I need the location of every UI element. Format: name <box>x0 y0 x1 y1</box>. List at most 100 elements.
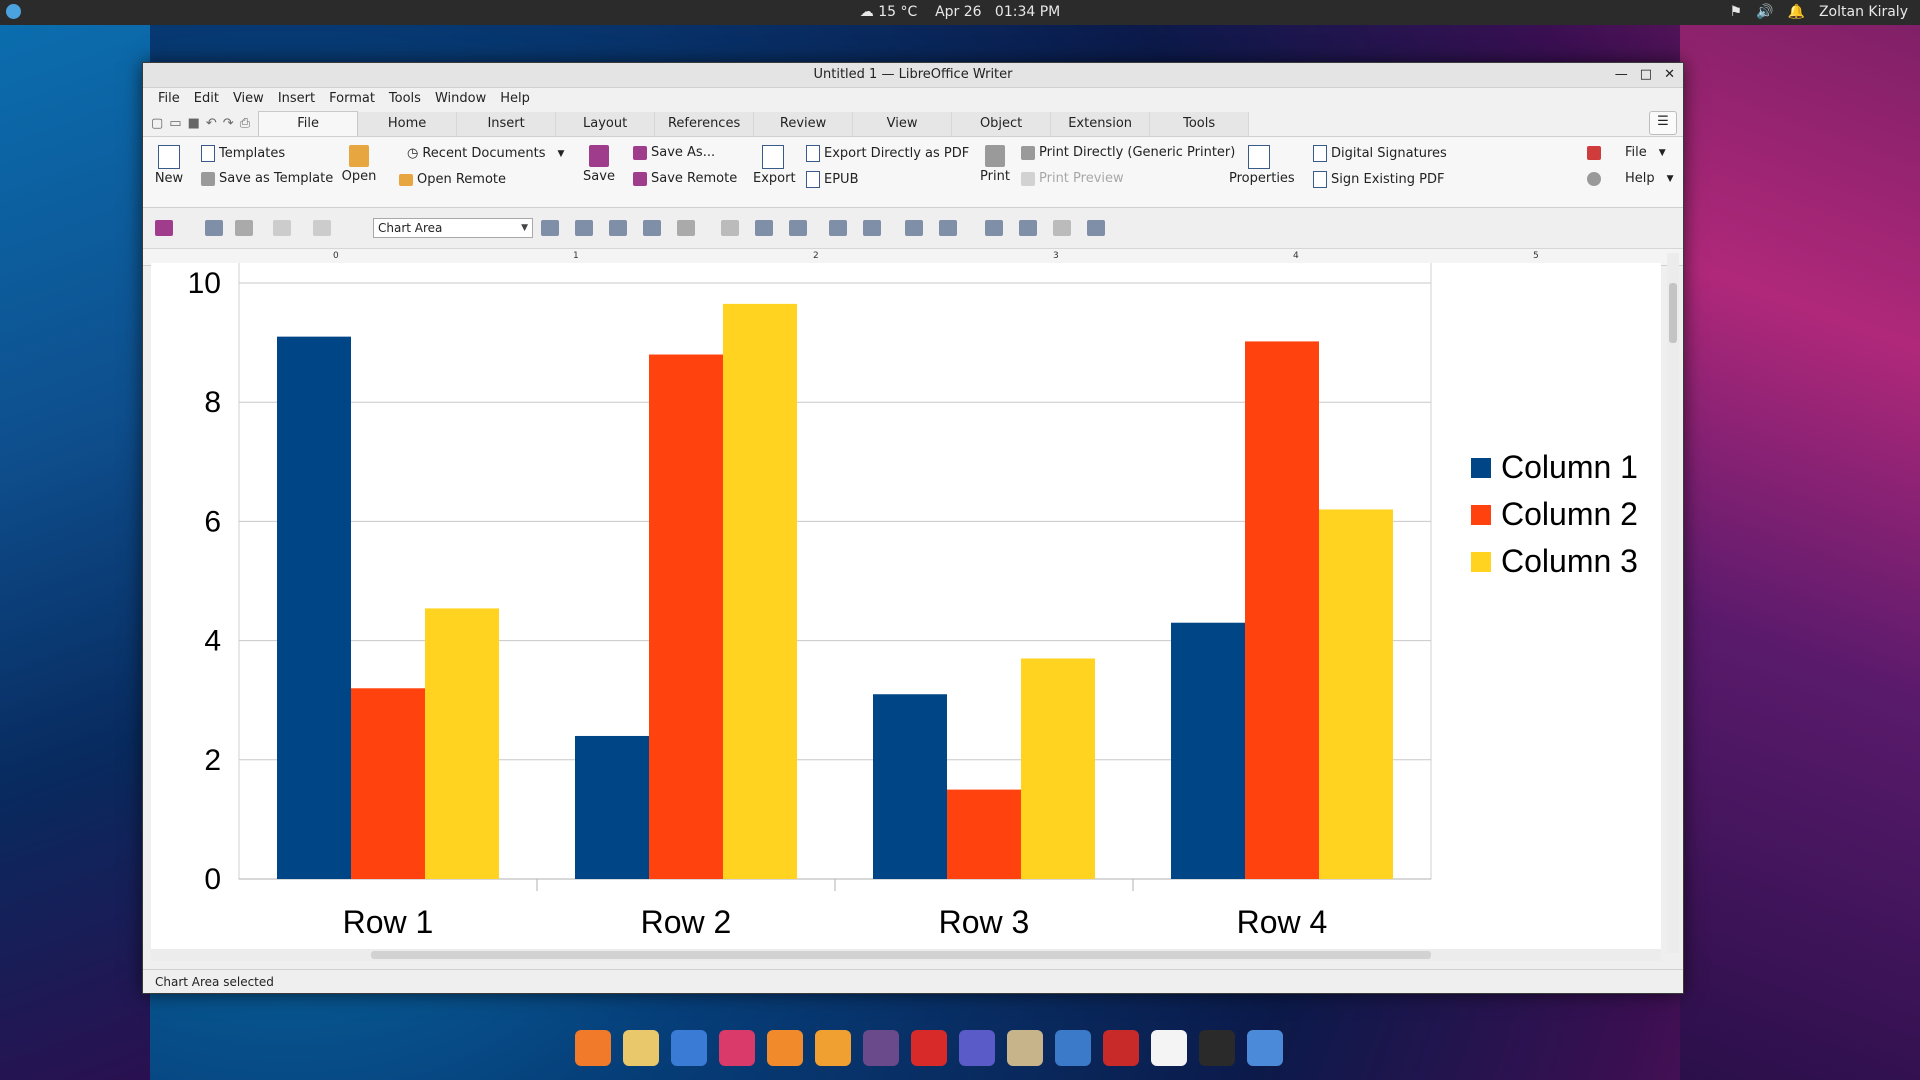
x-tick-label[interactable]: Row 1 <box>343 904 434 940</box>
document-area[interactable]: 0 2 4 6 8 10 Row 1 Row 2 Row 3 Row 4 Column 1 Colum… <box>151 263 1661 949</box>
print-small-icon[interactable] <box>235 220 253 236</box>
tab-file[interactable]: File <box>258 111 359 136</box>
flag-icon[interactable]: ⚑ <box>1729 4 1743 20</box>
tab-layout[interactable]: Layout <box>556 112 656 136</box>
export-small-icon[interactable] <box>205 220 223 236</box>
digital-signatures-button[interactable]: Digital Signatures <box>1313 145 1447 162</box>
bar[interactable] <box>575 735 649 879</box>
tab-object[interactable]: Object <box>952 112 1052 136</box>
all-axes-icon[interactable] <box>1087 220 1105 236</box>
open-remote-button[interactable]: Open Remote <box>399 172 506 187</box>
print-preview-button[interactable]: Print Preview <box>1021 171 1124 186</box>
maximize-icon[interactable]: □ <box>1639 67 1653 82</box>
titles-icon[interactable] <box>789 220 807 236</box>
epub-button[interactable]: EPUB <box>806 171 859 188</box>
legend-entry[interactable]: Column 1 <box>1501 449 1638 485</box>
y-tick-label[interactable]: 2 <box>204 744 221 777</box>
horizontal-scrollbar[interactable] <box>151 949 1661 961</box>
legend-swatch[interactable] <box>1471 552 1491 572</box>
data-ranges-icon[interactable] <box>721 220 739 236</box>
hamburger-menu-icon[interactable]: ☰ <box>1649 111 1677 135</box>
bar[interactable] <box>425 608 499 879</box>
gimp-icon[interactable] <box>1007 1030 1043 1066</box>
legend-on-off-icon[interactable] <box>829 220 847 236</box>
bar[interactable] <box>1171 622 1245 879</box>
properties-button[interactable]: Properties <box>1229 145 1295 186</box>
pinwheel-icon[interactable] <box>719 1030 755 1066</box>
save-remote-button[interactable]: Save Remote <box>633 171 737 186</box>
photos-icon[interactable] <box>671 1030 707 1066</box>
bar[interactable] <box>723 303 797 879</box>
document-icon[interactable] <box>1247 1030 1283 1066</box>
qa-new-icon[interactable]: ▢ <box>151 116 164 131</box>
minimize-icon[interactable]: — <box>1614 67 1628 82</box>
export-pdf-button[interactable]: Export Directly as PDF <box>806 145 969 162</box>
print-button[interactable]: Print <box>975 145 1015 184</box>
export-button[interactable]: Export <box>753 145 796 186</box>
menu-window[interactable]: Window <box>434 90 487 106</box>
x-axis-icon[interactable] <box>1019 220 1037 236</box>
templates-button[interactable]: Templates <box>201 145 285 162</box>
redo-icon[interactable] <box>313 220 331 236</box>
tab-home[interactable]: Home <box>358 112 458 136</box>
menu-insert[interactable]: Insert <box>277 90 316 106</box>
vertical-scroll-thumb[interactable] <box>1669 283 1677 343</box>
user-name[interactable]: Zoltan Kiraly <box>1818 4 1908 20</box>
chart-type-icon[interactable] <box>575 220 593 236</box>
bell-icon[interactable]: 🔔 <box>1787 4 1805 20</box>
bar[interactable] <box>649 354 723 879</box>
axes-icon[interactable] <box>985 220 1003 236</box>
vertical-grids-icon[interactable] <box>939 220 957 236</box>
y-tick-label[interactable]: 4 <box>204 625 221 658</box>
legend-swatch[interactable] <box>1471 458 1491 478</box>
format-selection-icon[interactable] <box>541 220 559 236</box>
help-dropdown[interactable]: Help ▼ <box>1587 171 1674 186</box>
tab-extension[interactable]: Extension <box>1051 112 1151 136</box>
save-as-button[interactable]: Save As... <box>633 145 715 160</box>
x-tick-label[interactable]: Row 2 <box>641 904 732 940</box>
bar[interactable] <box>1319 509 1393 879</box>
print-directly-button[interactable]: Print Directly (Generic Printer) <box>1021 145 1235 160</box>
menu-file[interactable]: File <box>158 90 180 106</box>
firefox-icon[interactable] <box>575 1030 611 1066</box>
tab-view[interactable]: View <box>853 112 953 136</box>
save-button[interactable]: Save <box>579 145 619 184</box>
qa-save-icon[interactable]: ■ <box>187 116 200 131</box>
app-icon[interactable] <box>911 1030 947 1066</box>
clock-area[interactable]: ☁ 15 °C Apr 26 01:34 PM <box>0 4 1920 20</box>
y-tick-label[interactable]: 8 <box>204 386 221 419</box>
horizontal-grids-icon[interactable] <box>905 220 923 236</box>
data-table-icon[interactable] <box>755 220 773 236</box>
save-as-template-button[interactable]: Save as Template <box>201 171 333 186</box>
terminal-icon[interactable] <box>1199 1030 1235 1066</box>
chart-element-select[interactable]: Chart Area ▼ <box>373 218 533 238</box>
menu-format[interactable]: Format <box>329 90 375 106</box>
sign-pdf-button[interactable]: Sign Existing PDF <box>1313 171 1444 188</box>
recent-documents-button[interactable]: ◷ Recent Documents ▼ <box>407 146 564 161</box>
qa-redo-icon[interactable]: ↷ <box>222 116 234 131</box>
xournal-icon[interactable] <box>1151 1030 1187 1066</box>
volume-icon[interactable]: 🔊 <box>1756 4 1774 20</box>
video-player-icon[interactable] <box>863 1030 899 1066</box>
legend-entry[interactable]: Column 3 <box>1501 543 1638 579</box>
bar[interactable] <box>947 789 1021 879</box>
bar[interactable] <box>1245 341 1319 880</box>
open-button[interactable]: Open <box>339 145 379 184</box>
save-small-icon[interactable] <box>155 220 173 236</box>
menu-edit[interactable]: Edit <box>193 90 219 106</box>
qa-open-icon[interactable]: ▭ <box>169 116 182 131</box>
mail-icon[interactable] <box>623 1030 659 1066</box>
3d-view-icon[interactable] <box>677 220 695 236</box>
tab-insert[interactable]: Insert <box>457 112 557 136</box>
blender-icon[interactable] <box>767 1030 803 1066</box>
qa-print-icon[interactable]: ⎙ <box>239 116 251 131</box>
horizontal-scroll-thumb[interactable] <box>371 951 1431 959</box>
y-tick-label[interactable]: 10 <box>188 267 221 300</box>
tab-review[interactable]: Review <box>754 112 854 136</box>
title-bar[interactable]: Untitled 1 — LibreOffice Writer — □ ✕ <box>143 63 1683 88</box>
bar[interactable] <box>351 688 425 879</box>
new-button[interactable]: New <box>149 145 189 186</box>
qa-undo-icon[interactable]: ↶ <box>205 116 217 131</box>
writer-icon[interactable] <box>1055 1030 1091 1066</box>
bar[interactable] <box>873 694 947 879</box>
